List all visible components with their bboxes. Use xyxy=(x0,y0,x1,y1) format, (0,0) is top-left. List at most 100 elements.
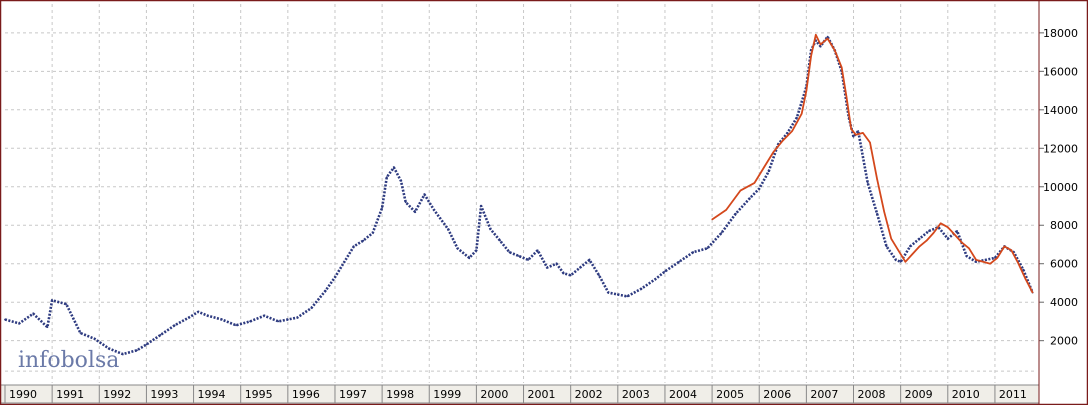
data-point xyxy=(678,260,680,263)
series-layer xyxy=(4,33,1034,356)
data-point xyxy=(136,349,138,352)
data-point xyxy=(579,266,581,269)
data-point xyxy=(626,295,629,298)
data-point xyxy=(876,212,878,215)
data-point xyxy=(897,249,899,251)
x-tick-label: 2003 xyxy=(622,388,650,401)
data-point xyxy=(187,316,190,319)
data-point xyxy=(385,176,388,179)
data-point xyxy=(954,234,956,236)
data-point xyxy=(734,212,737,215)
data-point xyxy=(911,253,914,255)
x-tick-label: 1995 xyxy=(245,388,273,401)
data-point xyxy=(393,166,395,169)
data-point xyxy=(475,249,478,252)
data-point xyxy=(975,260,977,263)
data-point xyxy=(277,320,280,323)
infobolsa-logo: infobolsa xyxy=(18,348,119,373)
data-point xyxy=(895,259,897,261)
data-point xyxy=(918,245,921,248)
data-point xyxy=(968,247,970,249)
data-point xyxy=(996,257,998,259)
series-line-orange xyxy=(711,33,1034,294)
data-point xyxy=(456,247,459,250)
data-point xyxy=(536,249,539,252)
data-point xyxy=(4,318,6,321)
data-point xyxy=(400,180,402,182)
data-point xyxy=(739,189,742,192)
data-point xyxy=(819,45,822,48)
x-tick-label: 2005 xyxy=(716,388,744,401)
y-tick-label: 2000 xyxy=(1050,335,1078,348)
data-point xyxy=(748,197,751,200)
data-point xyxy=(961,241,963,244)
data-point xyxy=(381,207,383,209)
x-tick-label: 2001 xyxy=(528,388,556,401)
gridlines xyxy=(5,4,1035,383)
x-tick-label: 2004 xyxy=(669,388,697,401)
x-tick-label: 2000 xyxy=(480,388,508,401)
data-point xyxy=(826,37,829,40)
y-tick-label: 14000 xyxy=(1043,104,1078,117)
data-point xyxy=(932,232,935,234)
y-tick-label: 8000 xyxy=(1050,219,1078,232)
data-point xyxy=(508,251,511,254)
data-point xyxy=(862,132,864,134)
data-point xyxy=(107,347,110,350)
x-axis: 1990 1991 1992 1993 1994 1995 1996 1997 1998 1999… xyxy=(0,384,1040,404)
data-point xyxy=(93,337,96,340)
data-point xyxy=(616,293,619,296)
data-point xyxy=(334,276,336,279)
data-point xyxy=(725,209,727,211)
data-point xyxy=(447,228,449,231)
data-point xyxy=(883,211,885,213)
x-tick-label: 2011 xyxy=(999,388,1027,401)
y-tick-label: 18000 xyxy=(1043,27,1078,40)
data-point xyxy=(1022,268,1025,271)
x-tick-label: 2008 xyxy=(858,388,886,401)
data-point xyxy=(786,132,789,134)
data-point xyxy=(206,314,209,317)
x-tick-label: 1994 xyxy=(198,388,226,401)
data-point xyxy=(989,263,991,265)
data-point xyxy=(928,230,930,232)
data-point xyxy=(173,324,176,327)
data-point xyxy=(946,237,949,240)
x-tick-label: 2006 xyxy=(763,388,791,401)
data-point xyxy=(758,187,761,190)
data-point xyxy=(433,209,435,211)
data-point xyxy=(414,210,416,213)
x-tick-label: 1993 xyxy=(150,388,178,401)
x-tick-label: 1996 xyxy=(292,388,320,401)
data-point xyxy=(753,182,756,184)
data-point xyxy=(819,43,822,46)
data-point xyxy=(121,353,124,355)
data-point xyxy=(866,182,869,184)
data-point xyxy=(692,251,695,254)
data-point xyxy=(711,218,713,221)
data-point xyxy=(263,314,266,317)
data-point xyxy=(855,134,857,136)
data-point xyxy=(845,95,848,98)
y-tick-label: 10000 xyxy=(1043,181,1078,194)
data-point xyxy=(1010,249,1013,251)
data-point xyxy=(362,239,365,242)
data-point xyxy=(925,239,928,242)
x-tick-label: 2002 xyxy=(575,388,603,401)
data-point xyxy=(664,270,666,273)
data-point xyxy=(310,307,313,309)
data-point xyxy=(489,228,492,231)
data-point xyxy=(145,343,148,346)
data-point xyxy=(249,320,252,323)
data-point xyxy=(810,55,812,57)
data-point xyxy=(984,259,987,261)
data-point xyxy=(46,326,49,329)
data-point xyxy=(598,274,600,277)
data-point xyxy=(1003,245,1006,248)
data-point xyxy=(767,170,770,173)
x-tick-label: 1990 xyxy=(9,388,37,401)
data-point xyxy=(499,239,501,242)
